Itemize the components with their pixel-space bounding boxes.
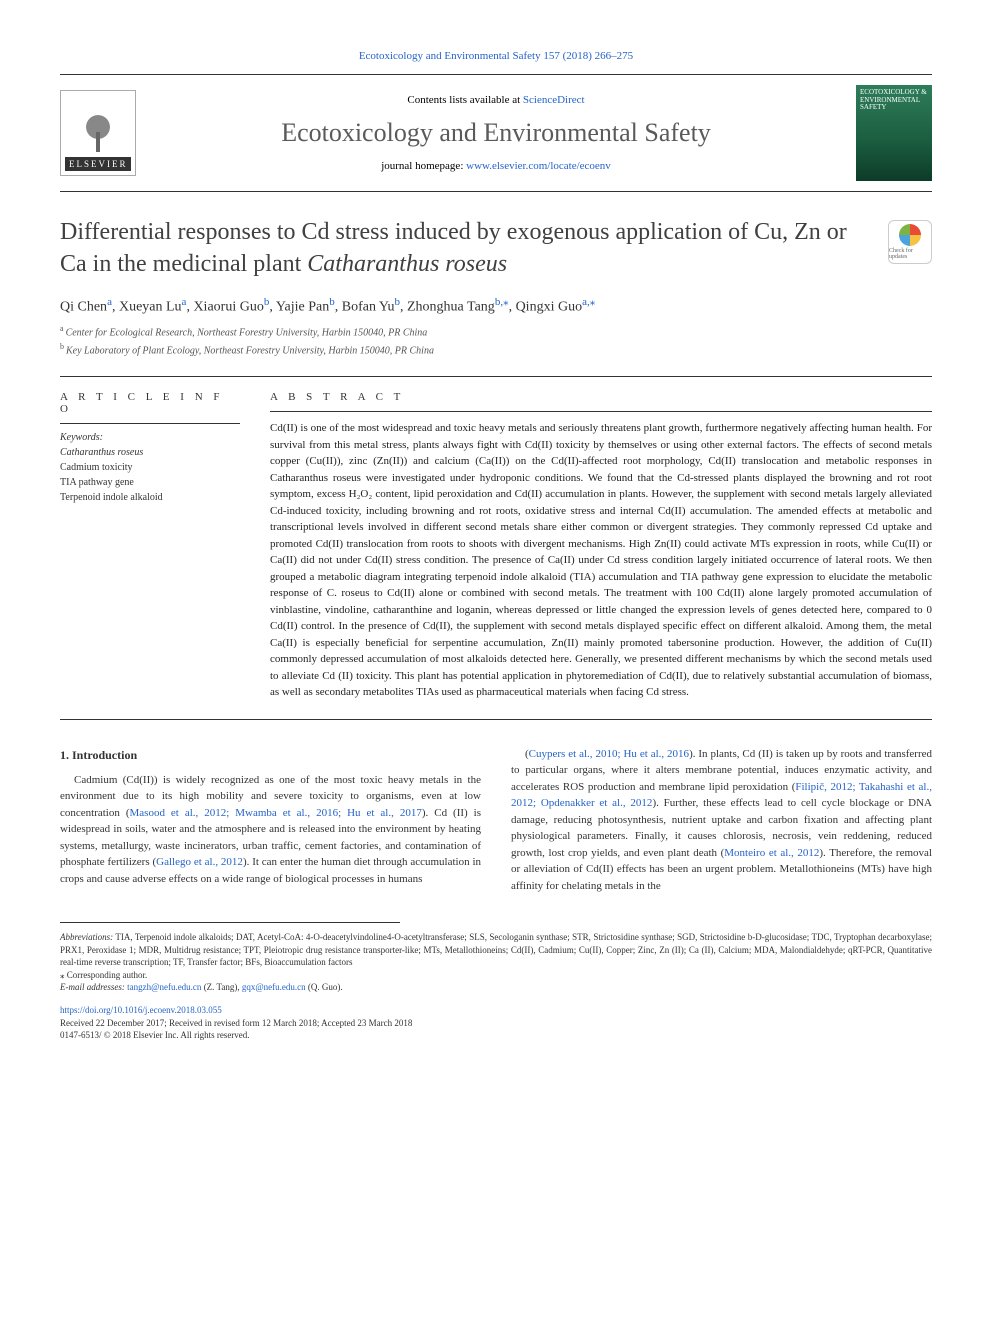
citation-link[interactable]: Cuypers et al., 2010; Hu et al., 2016 <box>529 748 689 760</box>
elsevier-logo: ELSEVIER <box>60 90 136 176</box>
author-affiliation-sup: b <box>329 296 335 308</box>
email-note: E-mail addresses: tangzh@nefu.edu.cn (Z.… <box>60 981 932 994</box>
email-label: E-mail addresses: <box>60 982 127 992</box>
contents-line: Contents lists available at ScienceDirec… <box>150 94 842 106</box>
article-info-heading: A R T I C L E I N F O <box>60 391 240 415</box>
homepage-prefix: journal homepage: <box>381 160 466 172</box>
author-affiliation-sup: b <box>395 296 401 308</box>
journal-citation: Ecotoxicology and Environmental Safety 1… <box>60 50 932 62</box>
corresponding-star: ,⁎ <box>587 296 595 308</box>
body-columns: 1. Introduction Cadmium (Cd(II)) is wide… <box>60 746 932 895</box>
elsevier-label: ELSEVIER <box>65 157 131 171</box>
keyword: Cadmium toxicity <box>60 460 240 475</box>
keyword: Terpenoid indole alkaloid <box>60 490 240 505</box>
affiliation-line: aCenter for Ecological Research, Northea… <box>60 323 932 340</box>
intro-paragraph-1-cont: (Cuypers et al., 2010; Hu et al., 2016).… <box>511 746 932 895</box>
tree-icon <box>73 107 123 157</box>
corresponding-author-note: ⁎ Corresponding author. <box>60 969 932 982</box>
intro-paragraph-1: Cadmium (Cd(II)) is widely recognized as… <box>60 772 481 888</box>
keyword: Catharanthus roseus <box>60 445 240 460</box>
keywords-list: Catharanthus roseusCadmium toxicityTIA p… <box>60 445 240 505</box>
article-history: Received 22 December 2017; Received in r… <box>60 1017 932 1030</box>
author: Qi Chen <box>60 299 107 314</box>
cover-thumbnail: ECOTOXICOLOGY & ENVIRONMENTAL SAFETY <box>856 85 932 181</box>
abstract-text: Cd(II) is one of the most widespread and… <box>270 420 932 701</box>
section-heading-1: 1. Introduction <box>60 746 481 764</box>
citation-link[interactable]: Masood et al., 2012; Mwamba et al., 2016… <box>130 807 422 819</box>
author: Xueyan Lu <box>119 299 182 314</box>
author-affiliation-sup: b <box>264 296 270 308</box>
crossmark-badge[interactable]: Check for updates <box>888 220 932 264</box>
doi-block: https://doi.org/10.1016/j.ecoenv.2018.03… <box>60 1004 932 1042</box>
column-left: 1. Introduction Cadmium (Cd(II)) is wide… <box>60 746 481 895</box>
article-info-column: A R T I C L E I N F O Keywords: Catharan… <box>60 391 240 701</box>
author-list: Qi Chena, Xueyan Lua, Xiaorui Guob, Yaji… <box>60 295 932 316</box>
author: Qingxi Guo <box>516 299 583 314</box>
crossmark-icon <box>899 224 921 246</box>
sciencedirect-link[interactable]: ScienceDirect <box>523 94 585 106</box>
email-link[interactable]: tangzh@nefu.edu.cn <box>127 982 201 992</box>
keyword: TIA pathway gene <box>60 475 240 490</box>
corresponding-star: ,⁎ <box>500 296 508 308</box>
issn-copyright: 0147-6513/ © 2018 Elsevier Inc. All righ… <box>60 1029 932 1042</box>
doi-link[interactable]: https://doi.org/10.1016/j.ecoenv.2018.03… <box>60 1004 932 1017</box>
author: Xiaorui Guo <box>193 299 263 314</box>
affiliation-line: bKey Laboratory of Plant Ecology, Northe… <box>60 341 932 358</box>
title-italic: Catharanthus roseus <box>307 251 507 277</box>
journal-name: Ecotoxicology and Environmental Safety <box>150 118 842 148</box>
keywords-label: Keywords: <box>60 432 240 443</box>
abbrev-text: TIA, Terpenoid indole alkaloids; DAT, Ac… <box>60 932 932 967</box>
author: Yajie Pan <box>276 299 329 314</box>
footnotes: Abbreviations: TIA, Terpenoid indole alk… <box>60 931 932 994</box>
contents-prefix: Contents lists available at <box>407 94 522 106</box>
journal-header: ELSEVIER Contents lists available at Sci… <box>60 74 932 192</box>
crossmark-label: Check for updates <box>889 248 931 260</box>
author-affiliation-sup: a <box>107 296 112 308</box>
cover-title: ECOTOXICOLOGY & ENVIRONMENTAL SAFETY <box>860 89 928 112</box>
email-link[interactable]: gqx@nefu.edu.cn <box>242 982 306 992</box>
author: Zhonghua Tang <box>407 299 495 314</box>
affiliations: aCenter for Ecological Research, Northea… <box>60 323 932 358</box>
email-who: (Z. Tang), <box>201 982 241 992</box>
abstract-heading: A B S T R A C T <box>270 391 932 403</box>
column-right: (Cuypers et al., 2010; Hu et al., 2016).… <box>511 746 932 895</box>
citation-link[interactable]: Gallego et al., 2012 <box>156 856 243 868</box>
article-title: Differential responses to Cd stress indu… <box>60 216 872 281</box>
homepage-line: journal homepage: www.elsevier.com/locat… <box>150 160 842 172</box>
email-who: (Q. Guo). <box>306 982 343 992</box>
homepage-link[interactable]: www.elsevier.com/locate/ecoenv <box>466 160 611 172</box>
abbrev-label: Abbreviations: <box>60 932 113 942</box>
author-affiliation-sup: a <box>182 296 187 308</box>
abstract-column: A B S T R A C T Cd(II) is one of the mos… <box>270 391 932 701</box>
citation-link[interactable]: Monteiro et al., 2012 <box>724 847 819 859</box>
author: Bofan Yu <box>342 299 395 314</box>
abbreviations-note: Abbreviations: TIA, Terpenoid indole alk… <box>60 931 932 969</box>
